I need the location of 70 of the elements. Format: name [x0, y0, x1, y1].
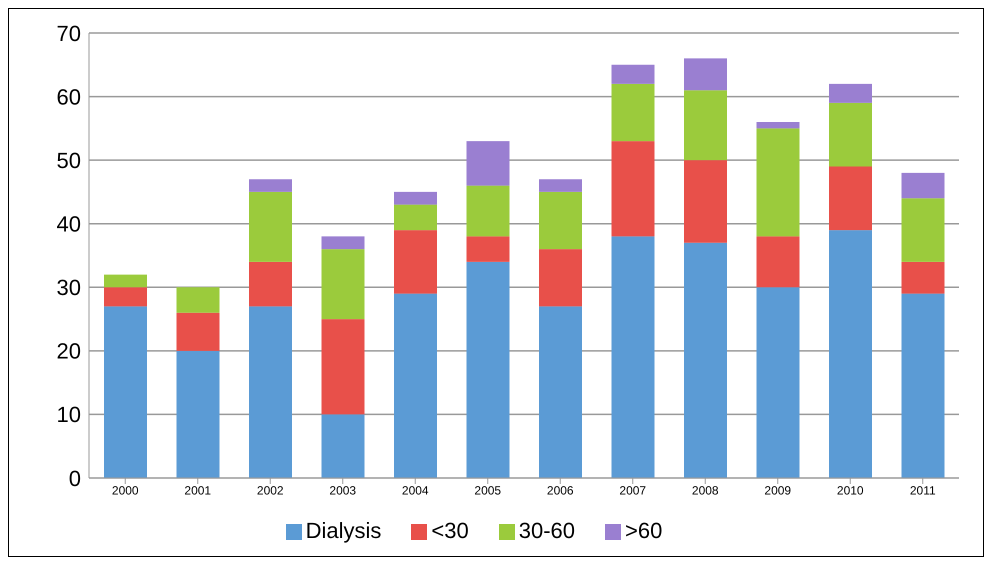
legend-label: 30-60 [518, 518, 576, 543]
x-tick-label: 2010 [836, 484, 864, 498]
x-tick-label: 2002 [256, 484, 284, 498]
bar [322, 414, 364, 478]
bar [394, 294, 437, 478]
bar [466, 236, 510, 262]
bar [104, 306, 147, 478]
bar [466, 141, 510, 186]
bar [249, 306, 292, 478]
bar [176, 350, 220, 478]
y-tick-label: 30 [56, 275, 81, 300]
bar [684, 90, 727, 160]
bar [902, 294, 944, 478]
bar [322, 319, 364, 414]
bar [756, 236, 800, 288]
bar [176, 287, 220, 313]
bar [684, 160, 727, 243]
bar [249, 192, 292, 262]
bar [322, 249, 364, 320]
x-tick-label: 2003 [329, 484, 356, 498]
y-tick-label: 40 [56, 212, 81, 237]
bar [684, 242, 727, 478]
y-tick-label: 10 [56, 402, 81, 428]
y-tick-label: 50 [56, 148, 81, 173]
bar [466, 186, 510, 236]
bar [684, 58, 727, 90]
y-tick-label: 0 [68, 466, 81, 491]
bar [612, 236, 654, 478]
x-tick-label: 2005 [474, 484, 502, 498]
bar [756, 287, 800, 478]
y-tick-label: 70 [56, 20, 81, 46]
bar [322, 236, 364, 250]
bar [394, 230, 437, 294]
bar [829, 166, 872, 230]
x-tick-label: 2011 [910, 484, 936, 498]
x-tick-label: 2004 [402, 484, 429, 498]
x-tick-label: 2001 [184, 484, 212, 498]
legend-label: Dialysis [306, 518, 382, 543]
bar [104, 274, 147, 288]
bar [539, 306, 582, 478]
bar [394, 192, 437, 205]
x-tick-label: 2009 [764, 484, 792, 498]
bar [539, 179, 582, 192]
bar [539, 192, 582, 250]
bar [612, 64, 654, 84]
bar [902, 172, 944, 198]
bar [612, 84, 654, 142]
legend-label: >60 [625, 518, 662, 543]
bar [756, 122, 800, 128]
legend-label: <30 [431, 518, 469, 543]
bar [902, 198, 944, 262]
bar [829, 84, 872, 103]
bar [612, 141, 654, 236]
bar [104, 287, 147, 306]
x-tick-label: 2007 [619, 484, 646, 498]
bar [829, 102, 872, 166]
bar [249, 262, 292, 306]
bar [466, 262, 510, 478]
bar [756, 128, 800, 236]
bar [539, 249, 582, 306]
y-tick-label: 20 [56, 338, 81, 364]
bar [176, 312, 220, 351]
y-tick-label: 60 [56, 84, 81, 110]
x-tick-label: 2000 [112, 484, 139, 498]
bar [902, 262, 944, 294]
bar [249, 179, 292, 192]
bar [829, 230, 872, 478]
x-tick-label: 2008 [692, 484, 719, 498]
bar [394, 204, 437, 230]
x-tick-label: 2006 [546, 484, 574, 498]
